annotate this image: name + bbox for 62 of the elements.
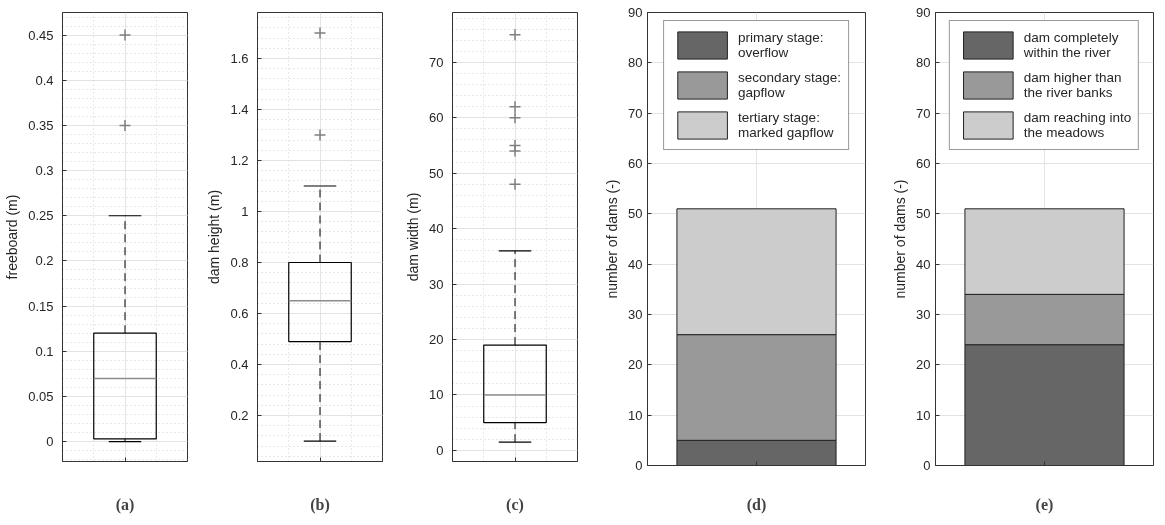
y-tick-label: 40 bbox=[628, 256, 643, 272]
y-tick-label: 10 bbox=[628, 407, 643, 423]
y-tick-label: 0.4 bbox=[35, 72, 54, 88]
y-tick-label: 0.3 bbox=[35, 163, 54, 179]
x-axis-title: (c) bbox=[506, 495, 524, 514]
legend-label: secondary stage: gapflow bbox=[738, 69, 841, 102]
y-tick-label: 80 bbox=[916, 55, 931, 71]
y-tick-label: 0.15 bbox=[28, 298, 54, 314]
y-tick-label: 60 bbox=[429, 110, 444, 126]
y-tick-label: 1.4 bbox=[230, 101, 249, 117]
y-tick-label: 0.8 bbox=[230, 255, 249, 271]
y-tick-label: 0 bbox=[635, 458, 643, 473]
x-axis-title: (e) bbox=[1035, 495, 1054, 514]
y-tick-label: 50 bbox=[916, 206, 931, 222]
y-tick-label: 0.25 bbox=[28, 208, 54, 224]
y-tick-label: 0 bbox=[923, 458, 931, 473]
y-tick-label: 1.6 bbox=[230, 50, 249, 66]
y-tick-label: 30 bbox=[916, 307, 931, 322]
y-tick-label: 1.2 bbox=[230, 152, 249, 168]
x-axis-title: (a) bbox=[115, 495, 135, 514]
y-tick-label: 0.05 bbox=[28, 388, 54, 404]
y-axis-title: number of dams (-) bbox=[604, 179, 621, 299]
y-tick-label: 0.45 bbox=[28, 27, 54, 43]
y-axis-title: freeboard (m) bbox=[4, 194, 21, 280]
y-tick-label: 10 bbox=[429, 387, 444, 403]
y-tick-label: 0.4 bbox=[230, 357, 249, 373]
x-axis-title: (d) bbox=[746, 495, 767, 514]
y-tick-label: 30 bbox=[628, 307, 643, 322]
y-tick-label: 60 bbox=[916, 156, 931, 171]
legend-label: dam reaching into the meadows bbox=[1023, 109, 1132, 142]
legend-label: dam completely within the river bbox=[1023, 29, 1119, 62]
y-tick-label: 0.1 bbox=[35, 343, 54, 359]
y-tick-label: 20 bbox=[916, 357, 931, 373]
x-axis-title: (b) bbox=[310, 495, 330, 514]
y-tick-label: 90 bbox=[628, 5, 643, 20]
y-tick-label: 70 bbox=[429, 54, 444, 70]
y-tick-label: 20 bbox=[429, 332, 444, 348]
y-tick-label: 40 bbox=[429, 221, 444, 237]
legend-label: dam higher than the river banks bbox=[1023, 69, 1122, 102]
y-tick-label: 0 bbox=[46, 434, 54, 450]
y-axis-title: dam height (m) bbox=[206, 189, 223, 285]
y-tick-label: 50 bbox=[429, 165, 444, 181]
y-axis-title: dam width (m) bbox=[405, 192, 422, 282]
y-tick-label: 10 bbox=[916, 407, 931, 423]
y-tick-label: 90 bbox=[916, 5, 931, 20]
y-tick-label: 60 bbox=[628, 156, 643, 171]
y-tick-label: 1 bbox=[241, 203, 249, 219]
y-tick-label: 0.2 bbox=[230, 408, 249, 424]
y-tick-label: 70 bbox=[916, 105, 931, 121]
y-tick-label: 20 bbox=[628, 357, 643, 373]
y-tick-label: 0.35 bbox=[28, 117, 54, 133]
y-tick-label: 80 bbox=[628, 55, 643, 71]
y-tick-label: 0.2 bbox=[35, 253, 54, 269]
y-tick-label: 0 bbox=[436, 442, 444, 458]
y-tick-label: 50 bbox=[628, 206, 643, 222]
y-tick-label: 30 bbox=[429, 276, 444, 292]
legend-label: primary stage: overflow bbox=[738, 29, 824, 62]
y-tick-label: 40 bbox=[916, 256, 931, 272]
y-tick-label: 0.6 bbox=[230, 306, 249, 322]
y-axis-title: number of dams (-) bbox=[892, 179, 909, 299]
y-tick-label: 70 bbox=[628, 105, 643, 121]
legend-label: tertiary stage: marked gapflow bbox=[738, 109, 834, 142]
